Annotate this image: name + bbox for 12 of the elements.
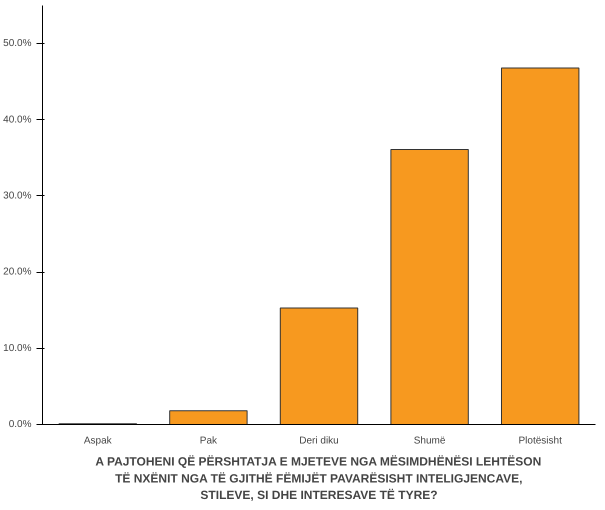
x-tick-label: Pak	[200, 436, 218, 446]
y-tick-label: 40.0%	[3, 114, 32, 126]
y-tick-label: 20.0%	[3, 266, 32, 278]
y-tick-label: 50.0%	[3, 38, 32, 50]
x-tick-label: Deri diku	[299, 436, 339, 446]
x-tick-label: Plotësisht	[518, 436, 562, 446]
y-tick-label: 10.0%	[3, 342, 32, 354]
y-tick-label: 30.0%	[3, 190, 32, 202]
x-axis-title: A PAJTOHENI QË PËRSHTATJA E MJETEVE NGA MËSIMDHËNËSI LEHTËSON TË NXËNIT NGA TË GJITHË FËMIJËT PAVARËSISHT INTELIGJENCAVE, STILEVE, SI DHE INTERESAVE TË TYRE?	[95, 454, 542, 502]
x-tick-label: Shumë	[414, 436, 446, 446]
y-tick-label: 0.0%	[8, 419, 32, 430]
x-tick-label: Aspak	[84, 436, 113, 446]
